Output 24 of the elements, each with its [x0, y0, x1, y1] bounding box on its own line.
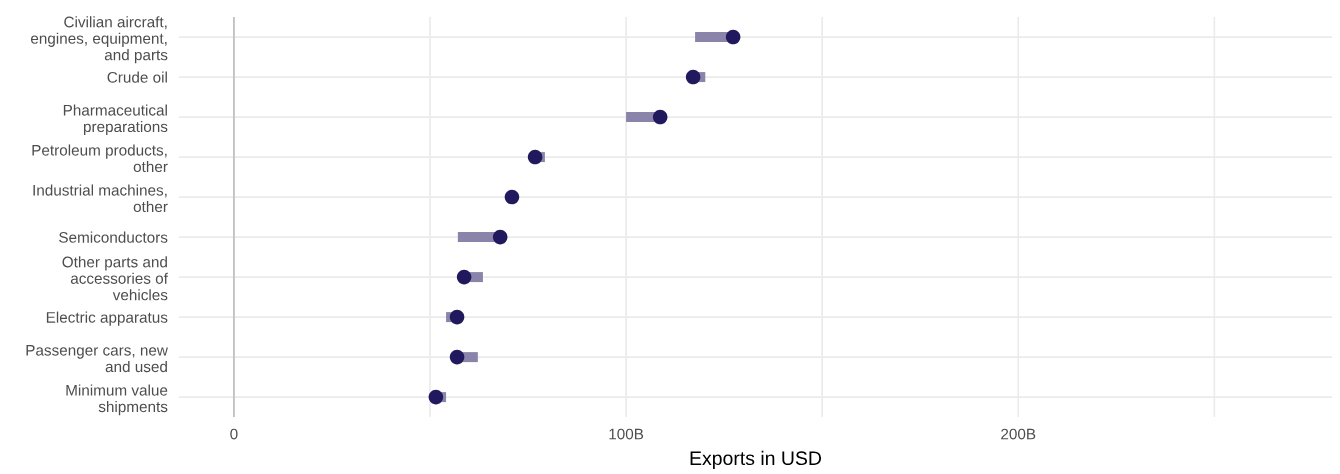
y-tick-label: Crude oil — [107, 71, 167, 83]
x-tick-label: 200B — [1001, 428, 1036, 440]
point — [527, 149, 543, 165]
x-tick-label: 0 — [230, 428, 238, 440]
y-tick-label: Semiconductors — [59, 231, 168, 243]
point — [504, 189, 520, 205]
y-tick-label: Pharmaceutical preparations — [63, 104, 168, 136]
y-tick-label: Passenger cars, new and used — [26, 345, 168, 373]
point — [449, 309, 465, 325]
x-tick-label: 100B — [609, 428, 644, 440]
point — [652, 109, 668, 125]
y-tick-label: Civilian aircraft, engines, equipment, and parts — [30, 16, 168, 64]
y-tick-label: Other parts and accessories of vehicles — [62, 256, 168, 301]
point — [725, 29, 741, 45]
point — [428, 389, 444, 405]
y-tick-label: Industrial machines, other — [33, 184, 168, 213]
point — [685, 69, 701, 85]
x-axis-title: Exports in USD — [690, 450, 822, 469]
y-tick-label: Electric apparatus — [46, 311, 168, 326]
point — [492, 229, 508, 245]
point — [449, 349, 465, 365]
y-tick-label: Petroleum products, other — [32, 144, 168, 173]
point — [456, 269, 472, 285]
y-tick-label: Minimum value shipments — [66, 384, 168, 416]
